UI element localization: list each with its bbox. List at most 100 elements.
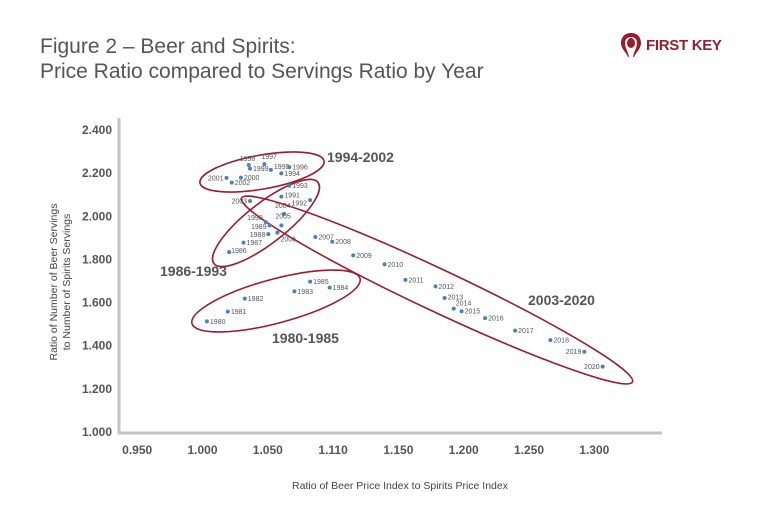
chart-title: Figure 2 – Beer and Spirits: Price Ratio… xyxy=(40,34,484,84)
data-label: 1990 xyxy=(247,215,263,222)
data-point-1989 xyxy=(267,223,272,228)
data-point-1999 xyxy=(248,166,253,171)
y-tick-label: 1.000 xyxy=(82,425,112,439)
data-label: 2005 xyxy=(275,213,291,220)
data-label: 2013 xyxy=(448,295,464,302)
data-point-2006 xyxy=(275,230,280,235)
key-logo-icon xyxy=(621,33,641,57)
data-label: 2004 xyxy=(275,203,291,210)
data-label: 1998 xyxy=(240,156,256,163)
data-point-2005 xyxy=(279,223,284,228)
data-label: 2014 xyxy=(456,301,472,308)
data-label: 1991 xyxy=(284,193,300,200)
data-label: 1985 xyxy=(313,279,329,286)
data-label: 2015 xyxy=(465,309,481,316)
data-label: 2001 xyxy=(208,175,224,182)
data-point-1990 xyxy=(263,220,268,225)
y-axis-label-line-1: Ratio of Number of Beer Servings xyxy=(48,204,60,361)
data-label: 2011 xyxy=(408,277,423,284)
data-point-2000 xyxy=(238,175,243,180)
data-point-2015 xyxy=(459,309,464,314)
data-point-2007 xyxy=(313,234,318,239)
data-label: 2000 xyxy=(244,175,260,182)
data-label: 2009 xyxy=(356,253,372,260)
data-point-1984 xyxy=(327,285,332,290)
group-label: 2003-2020 xyxy=(528,292,595,308)
y-axis-label-line-2: to Number of Spirits Servings xyxy=(61,214,73,351)
x-tick-label: 1.050 xyxy=(253,443,283,457)
data-label: 1986 xyxy=(231,248,247,255)
x-tick-label: 1.150 xyxy=(383,443,413,457)
data-label: 1994 xyxy=(284,171,300,178)
data-point-1997 xyxy=(262,162,267,167)
data-point-2003 xyxy=(248,198,253,203)
y-tick-label: 1.200 xyxy=(82,382,112,396)
y-tick-label: 1.800 xyxy=(82,252,112,266)
title-line-1: Figure 2 – Beer and Spirits: xyxy=(40,35,296,58)
data-label: 2017 xyxy=(518,328,534,335)
logo-text: FIRST KEY xyxy=(646,36,722,54)
group-label: 1986-1993 xyxy=(160,263,227,279)
data-point-1992 xyxy=(308,198,313,203)
data-label: 1989 xyxy=(251,224,267,231)
data-label: 1996 xyxy=(292,165,308,172)
x-tick-label: 0.950 xyxy=(122,443,152,457)
data-label: 1993 xyxy=(292,183,308,190)
data-point-1991 xyxy=(279,194,284,199)
data-label: 2018 xyxy=(553,338,569,345)
data-point-1981 xyxy=(225,309,230,314)
data-label: 1987 xyxy=(246,240,262,247)
x-axis-label: Ratio of Beer Price Index to Spirits Pri… xyxy=(292,480,509,492)
data-point-1986 xyxy=(227,250,232,255)
title-line-2: Price Ratio compared to Servings Ratio b… xyxy=(40,60,484,83)
data-point-2019 xyxy=(582,349,587,354)
group-ellipse-1980-1985 xyxy=(190,269,362,333)
y-tick-label: 2.200 xyxy=(82,166,112,180)
group-ellipse-1994-2002 xyxy=(199,151,325,193)
data-point-2014 xyxy=(451,306,456,311)
group-ellipse-1986-1993 xyxy=(211,178,321,268)
x-tick-label: 1.300 xyxy=(579,443,609,457)
data-label: 2010 xyxy=(388,262,404,269)
first-key-logo: FIRST KEY xyxy=(620,32,722,58)
data-label: 2008 xyxy=(335,239,351,246)
data-point-2009 xyxy=(351,253,356,258)
data-point-1994 xyxy=(279,171,284,176)
data-label: 1981 xyxy=(231,309,247,316)
data-label: 1982 xyxy=(248,296,264,303)
data-label: 1992 xyxy=(292,201,308,208)
data-label: 1984 xyxy=(333,285,349,292)
data-label: 2002 xyxy=(235,180,251,187)
data-point-1985 xyxy=(308,279,313,284)
data-point-1995 xyxy=(268,167,273,172)
x-tick-label: 1.250 xyxy=(514,443,544,457)
x-tick-label: 1.000 xyxy=(187,443,217,457)
data-point-1980 xyxy=(204,319,209,324)
data-label: 1995 xyxy=(274,164,290,171)
data-point-2020 xyxy=(600,364,605,369)
data-label: 1997 xyxy=(261,154,277,161)
data-label: 2020 xyxy=(584,364,600,371)
data-label: 1999 xyxy=(253,166,269,173)
data-label: 2016 xyxy=(488,316,504,323)
data-point-1987 xyxy=(241,240,246,245)
data-point-1982 xyxy=(242,296,247,301)
group-label: 1980-1985 xyxy=(272,330,339,346)
data-label: 2019 xyxy=(566,349,582,356)
data-label: 2012 xyxy=(438,284,454,291)
group-ellipse-2003-2020 xyxy=(240,195,634,385)
data-point-2011 xyxy=(403,277,408,282)
data-point-2010 xyxy=(382,262,387,267)
y-tick-label: 2.000 xyxy=(82,209,112,223)
data-point-2017 xyxy=(513,328,518,333)
data-label: 1983 xyxy=(297,289,313,296)
data-point-1983 xyxy=(292,289,297,294)
group-label: 1994-2002 xyxy=(327,149,394,165)
x-tick-label: 1.200 xyxy=(449,443,479,457)
y-tick-label: 2.400 xyxy=(82,123,112,137)
data-point-2018 xyxy=(548,338,553,343)
data-point-1988 xyxy=(266,232,271,237)
data-label: 2007 xyxy=(318,234,334,241)
y-tick-label: 1.400 xyxy=(82,339,112,353)
